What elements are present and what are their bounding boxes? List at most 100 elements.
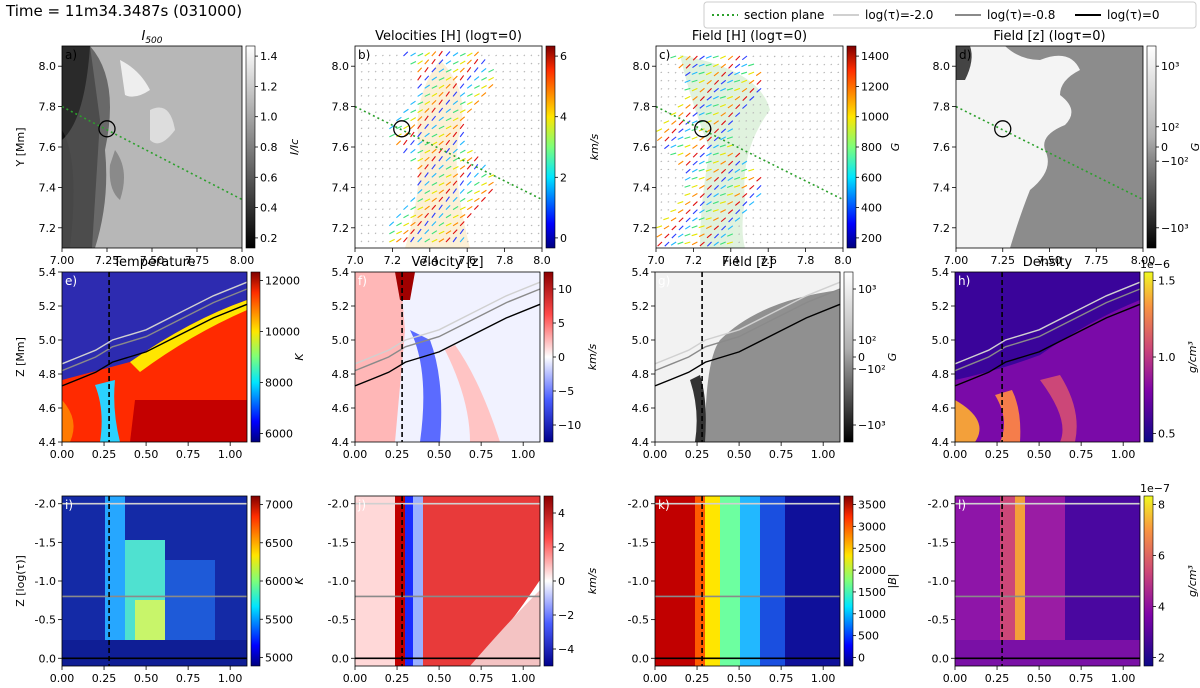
vector-arrow-b [417,198,424,203]
vector-arrow-b [516,103,519,105]
vector-arrow-c [794,233,797,236]
vector-arrow-b [459,131,465,138]
y-tick-label-j: -1.0 [328,575,349,588]
y-tick-label-g: 4.4 [632,436,650,449]
colorbar-i [250,495,261,667]
y-tick-label-e: 4.6 [39,402,57,415]
vector-arrow-c [802,95,804,98]
vector-arrow-b [410,183,412,186]
vector-arrow-b [388,151,391,154]
colorbar-e [250,271,261,443]
x-tick-label-l: 1.00 [1111,672,1136,685]
vector-arrow-c [752,209,755,211]
vector-arrow-b [516,54,519,57]
vector-arrow-c [699,144,705,150]
vector-arrow-c [823,104,826,106]
panel-frame-f [354,271,541,443]
vector-arrow-b [452,214,459,219]
vector-arrow-c [795,241,797,244]
vector-arrow-c [684,233,691,237]
y-tick-label-l: -2.0 [928,498,949,511]
vector-arrow-b [473,127,476,130]
vector-arrow-c [698,176,705,180]
vector-arrow-b [395,151,398,154]
vector-arrow-c [794,209,797,211]
vector-arrow-b [481,173,487,178]
vector-arrow-b [516,167,519,170]
vector-arrow-c [830,120,833,122]
vector-arrow-c [823,144,826,147]
vector-arrow-b [452,91,458,97]
vector-arrow-b [481,77,487,81]
vector-arrow-b [481,224,483,227]
vector-arrow-c [713,71,719,77]
vector-arrow-b [417,92,423,97]
x-tick-label-h: 0.75 [1069,448,1094,461]
x-tick-label-f: 1.00 [511,448,536,461]
vector-arrow-b [445,60,452,65]
vector-arrow-c [667,168,670,171]
vector-arrow-b [481,85,487,89]
colorbar-tick-label-k: 3500 [858,499,886,512]
colorbar-tick-label-l: 2 [1158,652,1165,665]
x-tick-label-b: 7.0 [346,254,364,267]
vector-arrow-b [403,108,409,114]
x-tick-label-l: 0.50 [1027,672,1052,685]
vector-arrow-c [823,168,826,171]
vector-arrow-c [830,201,833,204]
vector-arrow-b [466,93,473,97]
vector-arrow-c [752,233,755,236]
vector-arrow-b [523,184,526,186]
vector-arrow-b [360,86,363,89]
vector-arrow-c [677,136,684,140]
vector-arrow-b [410,228,415,235]
vector-arrow-b [481,135,483,138]
vector-arrow-b [438,91,444,97]
vector-arrow-c [720,128,727,134]
vector-arrow-b [410,78,412,81]
vector-arrow-c [830,63,833,66]
vector-arrow-c [684,136,691,140]
vector-arrow-b [367,119,370,122]
vector-arrow-c [698,112,705,116]
vector-arrow-c [705,63,712,67]
colorbar-tick-label-d: −10³ [1161,222,1189,235]
vector-arrow-c [830,96,833,98]
vector-arrow-c [787,209,790,212]
vector-arrow-c [823,128,826,130]
vector-arrow-c [735,160,741,166]
vector-arrow-c [759,217,762,219]
vector-arrow-c [787,152,790,155]
vector-arrow-c [681,184,684,187]
colorbar-label-d: G [1189,143,1200,152]
vector-arrow-b [530,79,533,81]
y-tick-label-c: 7.2 [633,222,651,235]
vector-arrow-c [773,184,776,187]
colorbar-h [1143,271,1154,443]
vector-arrow-b [431,230,438,235]
colorbar-g [843,271,854,443]
vector-arrow-b [417,101,424,106]
vector-arrow-c [773,128,776,131]
vector-arrow-b [431,67,437,73]
vector-arrow-b [452,188,457,194]
vector-arrow-b [403,229,409,235]
vector-arrow-b [367,111,370,114]
vector-arrow-b [459,165,466,170]
vector-arrow-c [664,144,670,150]
vector-arrow-c [706,201,712,206]
vector-arrow-b [474,135,476,138]
vector-arrow-b [374,143,377,146]
vector-arrow-b [431,133,438,138]
x-tick-label-b: 8.0 [533,254,551,267]
vector-arrow-c [671,233,677,239]
vector-arrow-c [726,184,733,188]
vector-arrow-b [502,200,505,203]
vector-arrow-c [741,87,748,93]
vector-arrow-c [691,184,698,188]
colorbar-tick-label-k: 3000 [858,520,886,533]
vector-arrow-b [459,67,465,73]
vector-arrow-c [726,87,733,91]
vector-arrow-b [488,68,495,73]
vector-arrow-b [438,238,445,243]
